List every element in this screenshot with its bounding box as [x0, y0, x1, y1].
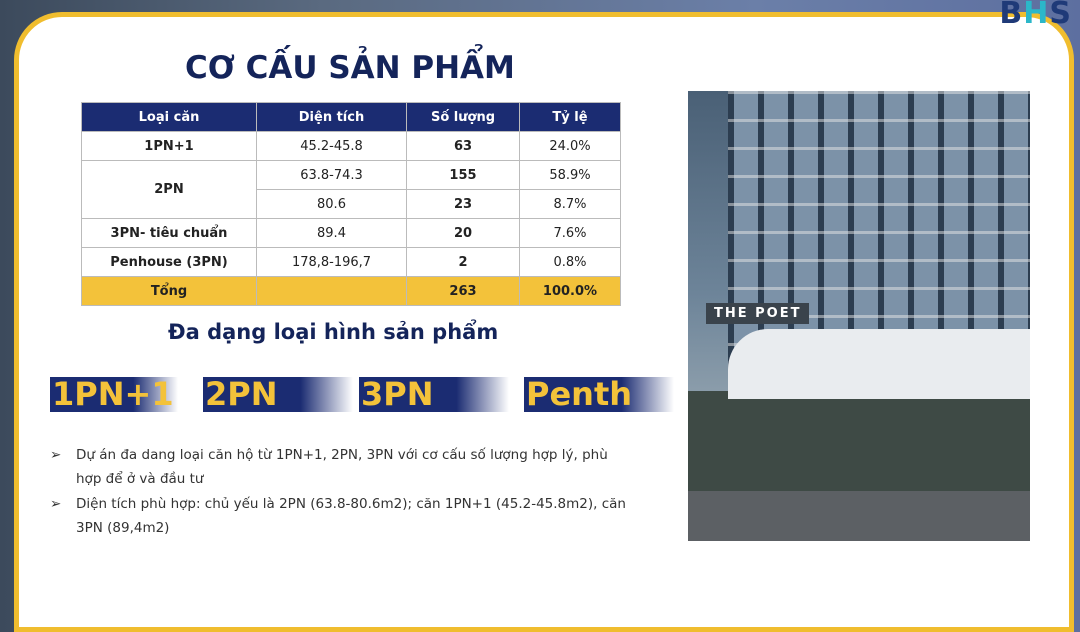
cell: 7.6%	[519, 218, 621, 248]
page-title: CƠ CẤU SẢN PHẨM	[185, 50, 515, 86]
cell: 178,8-196,7	[256, 247, 407, 277]
table-header: Loại căn Diện tích Số lượng Tỷ lệ	[81, 102, 621, 132]
cell: 2	[406, 247, 520, 277]
arrowhead-icon: ➢	[50, 496, 62, 512]
cell: 23	[406, 189, 520, 219]
building-photo: THE POET	[688, 91, 1030, 541]
cell: 1PN+1	[81, 131, 257, 161]
cell: 0.8%	[519, 247, 621, 277]
cell: 155	[406, 160, 520, 190]
cell: 2PN	[81, 160, 257, 219]
cell: 20	[406, 218, 520, 248]
bullet-item: ➢ Dự án đa dang loại căn hộ từ 1PN+1, 2PN…	[50, 443, 630, 491]
cell: 45.2-45.8	[256, 131, 407, 161]
cell: 24.0%	[519, 131, 621, 161]
cell: 80.6	[256, 189, 407, 219]
total-row: Tổng 263 100.0%	[81, 276, 621, 306]
table-row: 2PN 63.8-74.3 155 58.9%	[81, 160, 621, 219]
table-row: Penhouse (3PN) 178,8-196,7 2 0.8%	[81, 247, 621, 277]
cell: 63.8-74.3	[256, 160, 407, 190]
bullet-item: ➢ Diện tích phù hợp: chủ yếu là 2PN (63.8…	[50, 492, 630, 540]
section-subtitle: Đa dạng loại hình sản phẩm	[168, 320, 499, 344]
table-row: 3PN- tiêu chuẩn 89.4 20 7.6%	[81, 218, 621, 248]
table-row: 1PN+1 45.2-45.8 63 24.0%	[81, 131, 621, 161]
cell: 89.4	[256, 218, 407, 248]
arrowhead-icon: ➢	[50, 447, 62, 463]
col-header: Loại căn	[81, 102, 257, 132]
cell: 63	[406, 131, 520, 161]
chip-1pn1: 1PN+1	[50, 377, 178, 412]
cell	[256, 276, 407, 306]
cell: Penhouse (3PN)	[81, 247, 257, 277]
cell: 3PN- tiêu chuẩn	[81, 218, 257, 248]
cell: 58.9%	[519, 160, 621, 190]
product-structure-table: Loại căn Diện tích Số lượng Tỷ lệ 1PN+1 4…	[81, 102, 621, 306]
cell: 8.7%	[519, 189, 621, 219]
cell: Tổng	[81, 276, 257, 306]
col-header: Tỷ lệ	[519, 102, 621, 132]
col-header: Số lượng	[406, 102, 520, 132]
chip-3pn: 3PN	[359, 377, 509, 412]
chip-penthouse: Penth	[524, 377, 674, 412]
bhs-logo: BHS	[999, 0, 1072, 31]
cell: 100.0%	[519, 276, 621, 306]
col-header: Diện tích	[256, 102, 407, 132]
chip-2pn: 2PN	[203, 377, 353, 412]
cell: 263	[406, 276, 520, 306]
building-sign: THE POET	[706, 303, 810, 324]
